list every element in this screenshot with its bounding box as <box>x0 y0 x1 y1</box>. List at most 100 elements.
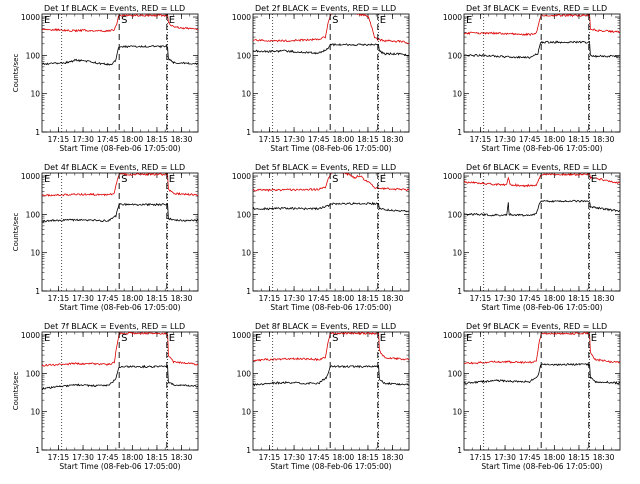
x-tick-label: 17:45 <box>308 453 330 462</box>
y-tick-label: 1000 <box>21 331 40 340</box>
marker-label: E <box>169 174 175 185</box>
x-tick-label: 17:45 <box>519 453 541 462</box>
x-tick-label: 17:30 <box>72 453 94 462</box>
panel-2: Det 2f BLACK = Events, RED = LLD 1 10 100 10… <box>232 4 410 153</box>
x-tick-label: 17:30 <box>283 453 305 462</box>
y-tick-label: 1000 <box>443 172 462 181</box>
marker-label: E <box>255 333 261 344</box>
marker-label: E <box>591 174 597 185</box>
x-tick-label: 17:30 <box>494 294 516 303</box>
x-tick-label: 17:45 <box>308 294 330 303</box>
plot-frame <box>463 13 621 133</box>
x-axis-label: Start Time (08-Feb-06 17:05:00) <box>59 144 180 153</box>
x-axis-label: Start Time (08-Feb-06 17:05:00) <box>270 303 391 312</box>
marker-label: E <box>44 333 50 344</box>
y-tick-label: 1000 <box>21 13 40 22</box>
x-axis-label: Start Time (08-Feb-06 17:05:00) <box>270 462 391 471</box>
series-group <box>464 173 620 217</box>
marker-label: E <box>380 15 386 26</box>
plot-frame <box>463 172 621 292</box>
y-tick-label: 1 <box>35 446 40 455</box>
panel-5: Det 5f BLACK = Events, RED = LLD 1 10 100 10… <box>232 163 410 312</box>
x-tick-label: 18:30 <box>593 453 615 462</box>
plot-frame <box>463 331 621 451</box>
panel-title: Det 8f BLACK = Events, RED = LLD <box>255 322 396 331</box>
y-tick-label: 100 <box>448 51 463 60</box>
y-tick-label: 1 <box>457 446 462 455</box>
x-tick-label: 18:15 <box>357 294 379 303</box>
marker-label: E <box>380 174 386 185</box>
y-tick-label: 1000 <box>443 331 462 340</box>
series-group <box>464 14 620 59</box>
y-tick-label: 100 <box>237 51 252 60</box>
marker-label: S <box>332 174 338 185</box>
x-tick-label: 17:15 <box>470 294 492 303</box>
y-tick-label: 1 <box>35 287 40 296</box>
marker-label: E <box>591 333 597 344</box>
series-group <box>464 332 620 385</box>
events-series-line <box>253 201 409 213</box>
plot-frame <box>252 331 410 451</box>
panel-7: Det 7f BLACK = Events, RED = LLD 1 10 100 10… <box>12 322 199 471</box>
plot-frame <box>41 13 199 133</box>
events-series-line <box>42 364 198 390</box>
events-series-line <box>42 44 198 66</box>
x-tick-label: 18:00 <box>544 294 566 303</box>
x-axis-label: Start Time (08-Feb-06 17:05:00) <box>481 144 602 153</box>
y-tick-label: 1 <box>246 287 251 296</box>
x-tick-label: 18:15 <box>146 135 168 144</box>
marker-label: E <box>466 15 472 26</box>
panel-title: Det 9f BLACK = Events, RED = LLD <box>466 322 607 331</box>
x-tick-label: 18:00 <box>333 135 355 144</box>
x-tick-label: 17:15 <box>48 135 70 144</box>
panel-9: Det 9f BLACK = Events, RED = LLD 1 10 100 10… <box>443 322 621 471</box>
x-tick-label: 18:00 <box>333 453 355 462</box>
x-tick-label: 17:45 <box>519 135 541 144</box>
marker-label: E <box>169 333 175 344</box>
marker-label: E <box>466 333 472 344</box>
events-series-line <box>464 362 620 385</box>
series-group <box>42 332 198 390</box>
panel-title: Det 4f BLACK = Events, RED = LLD <box>44 163 185 172</box>
x-tick-label: 17:15 <box>470 453 492 462</box>
y-tick-label: 10 <box>241 408 251 417</box>
panel-3: Det 3f BLACK = Events, RED = LLD 1 10 100 10… <box>443 4 621 153</box>
lld-series-line <box>464 332 620 365</box>
y-tick-label: 1000 <box>21 172 40 181</box>
marker-label: S <box>121 15 127 26</box>
x-tick-label: 18:30 <box>382 135 404 144</box>
y-tick-label: 10 <box>452 408 462 417</box>
y-axis-label: Counts/sec <box>12 372 20 411</box>
marker-label: S <box>121 333 127 344</box>
x-tick-label: 18:00 <box>333 294 355 303</box>
x-axis-label: Start Time (08-Feb-06 17:05:00) <box>481 462 602 471</box>
x-axis-label: Start Time (08-Feb-06 17:05:00) <box>59 462 180 471</box>
x-tick-label: 18:15 <box>357 453 379 462</box>
x-tick-label: 17:30 <box>283 294 305 303</box>
panel-title: Det 1f BLACK = Events, RED = LLD <box>44 4 185 13</box>
plot-frame <box>41 331 199 451</box>
x-axis-label: Start Time (08-Feb-06 17:05:00) <box>59 303 180 312</box>
x-tick-label: 17:15 <box>48 453 70 462</box>
panel-1: Det 1f BLACK = Events, RED = LLD 1 10 100 10… <box>12 4 199 153</box>
x-tick-label: 18:15 <box>568 294 590 303</box>
x-axis-label: Start Time (08-Feb-06 17:05:00) <box>270 144 391 153</box>
marker-label: E <box>44 15 50 26</box>
lld-series-line <box>42 14 198 33</box>
y-tick-label: 100 <box>26 51 41 60</box>
x-tick-label: 18:30 <box>171 294 193 303</box>
series-group <box>42 173 198 223</box>
y-tick-label: 100 <box>237 369 252 378</box>
x-tick-label: 18:30 <box>593 135 615 144</box>
y-tick-label: 10 <box>452 90 462 99</box>
y-tick-label: 1000 <box>232 172 251 181</box>
panel-title: Det 2f BLACK = Events, RED = LLD <box>255 4 396 13</box>
x-tick-label: 17:15 <box>470 135 492 144</box>
y-axis-label: Counts/sec <box>12 213 20 252</box>
panel-title: Det 7f BLACK = Events, RED = LLD <box>44 322 185 331</box>
x-tick-label: 18:30 <box>171 453 193 462</box>
events-series-line <box>253 43 409 57</box>
x-tick-label: 17:30 <box>283 135 305 144</box>
